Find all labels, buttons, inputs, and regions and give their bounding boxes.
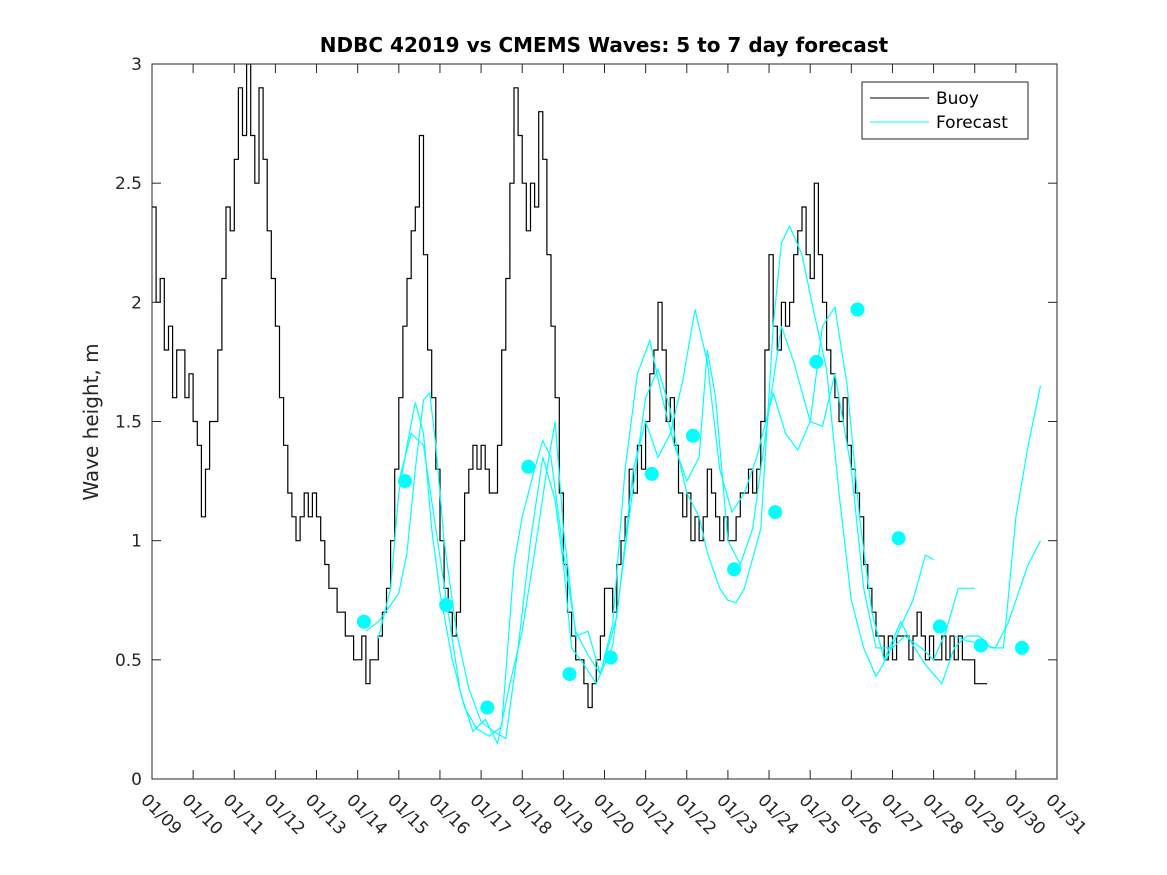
series-line-forecast-2 [377,326,975,737]
forecast-marker-5 [521,459,536,474]
forecast-marker-2 [398,474,412,489]
legend-box [861,81,1029,140]
series-line-forecast-3 [398,305,1042,746]
legend-label-buoy: Buoy [936,89,979,109]
forecast-marker-4 [480,700,495,715]
series-line-forecast-1 [365,224,934,740]
forecast-marker-13 [850,302,865,317]
y-tick-label: 0 [131,770,142,790]
forecast-marker-8 [644,466,659,481]
y-axis-label: Wave height, m [79,343,103,500]
forecast-marker-1 [356,614,371,629]
y-tick-label: 1 [131,532,142,552]
forecast-marker-6 [562,667,577,682]
forecast-marker-12 [809,354,824,369]
y-tick-label: 2.5 [115,174,142,194]
forecast-marker-10 [727,562,742,577]
forecast-marker-3 [439,598,454,612]
legend-label-forecast: Forecast [936,113,1008,133]
forecast-marker-15 [932,619,947,634]
forecast-marker-7 [603,650,618,665]
y-tick-label: 0.5 [115,651,142,671]
legend: Buoy Forecast [861,81,1029,140]
y-tick-label: 1.5 [115,413,142,433]
forecast-marker-11 [768,505,783,520]
y-tick-label: 3 [131,55,142,75]
y-tick-label: 2 [131,293,142,313]
forecast-marker-16 [973,638,988,653]
series-line-forecast-4 [953,540,1042,649]
forecast-marker-14 [891,531,906,546]
forecast-marker-9 [685,428,700,443]
forecast-marker-17 [1015,640,1029,655]
chart-title: NDBC 42019 vs CMEMS Waves: 5 to 7 day fo… [320,33,889,57]
